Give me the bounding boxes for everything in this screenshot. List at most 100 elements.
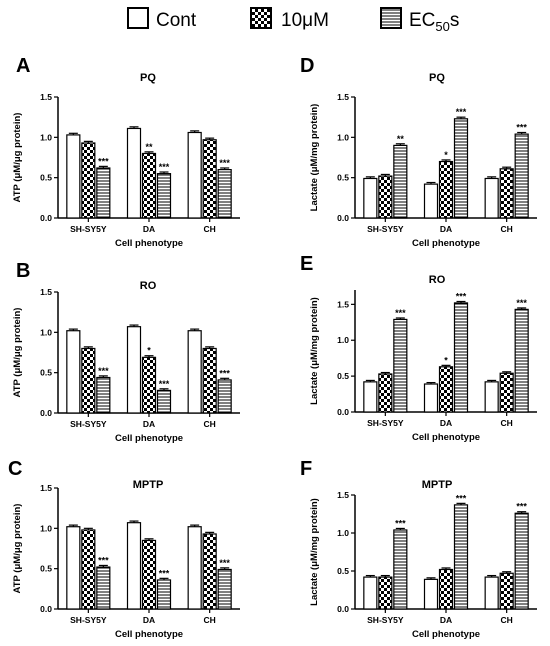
y-tick-label: 1.0 bbox=[337, 132, 349, 142]
y-axis-label: ATP (μM/μg protein) bbox=[12, 113, 23, 203]
y-tick-label: 1.5 bbox=[40, 483, 52, 493]
category-label: DA bbox=[440, 224, 452, 234]
bar-10um bbox=[202, 533, 217, 610]
category-label: CH bbox=[204, 419, 216, 429]
bar-cont bbox=[363, 576, 378, 610]
category-label: CH bbox=[501, 615, 513, 625]
category-label: SH-SY5Y bbox=[367, 224, 404, 234]
bar-ec50s bbox=[393, 144, 408, 219]
legend-item-cont: Cont bbox=[127, 7, 197, 31]
bar-ec50s bbox=[156, 579, 172, 610]
category-label: DA bbox=[440, 418, 452, 428]
bar-cont bbox=[66, 330, 81, 414]
significance-marker: *** bbox=[98, 555, 109, 565]
significance-marker: *** bbox=[219, 368, 230, 378]
bar-10um bbox=[438, 568, 454, 610]
legend-item-ec50s: EC50s bbox=[380, 7, 459, 34]
bar-10um bbox=[141, 356, 157, 414]
bar-cont bbox=[363, 381, 378, 413]
y-tick-label: 0.0 bbox=[337, 407, 349, 417]
y-tick-label: 1.0 bbox=[337, 528, 349, 538]
bar-ec50s bbox=[514, 308, 529, 413]
significance-marker: * bbox=[444, 355, 448, 365]
x-axis-label: Cell phenotype bbox=[115, 433, 183, 444]
bar-ec50s bbox=[217, 379, 232, 414]
x-axis-label: Cell phenotype bbox=[115, 629, 183, 640]
bar-10um bbox=[81, 142, 96, 219]
bar-ec50s bbox=[393, 318, 408, 413]
y-axis-label: ATP (μM/μg protein) bbox=[12, 504, 23, 594]
significance-marker: *** bbox=[456, 107, 467, 117]
panel-title: RO bbox=[140, 280, 157, 292]
category-label: CH bbox=[501, 418, 513, 428]
x-axis-label: Cell phenotype bbox=[412, 432, 480, 443]
category-label: CH bbox=[204, 615, 216, 625]
bar-10um bbox=[378, 373, 393, 413]
y-tick-label: 0.5 bbox=[40, 368, 52, 378]
bar-cont bbox=[484, 381, 499, 413]
bar-cont bbox=[126, 522, 142, 610]
category-label: SH-SY5Y bbox=[70, 615, 107, 625]
significance-marker: *** bbox=[159, 162, 170, 172]
y-tick-label: 0.5 bbox=[337, 173, 349, 183]
significance-marker: ** bbox=[145, 142, 153, 152]
bar-cont bbox=[126, 127, 142, 219]
bar-10um bbox=[378, 175, 393, 219]
legend-item-10um: 10μM bbox=[250, 7, 329, 31]
panel-title: MPTP bbox=[422, 479, 453, 491]
y-tick-label: 1.0 bbox=[40, 523, 52, 533]
bar-cont bbox=[484, 177, 499, 219]
bar-cont bbox=[363, 177, 378, 219]
panel-a: A PQ 0.0 0.5 1.0 1.5 ATP (μM/μg protein) SH-SY5… bbox=[12, 55, 240, 249]
significance-marker: *** bbox=[159, 379, 170, 389]
y-tick-label: 0.5 bbox=[337, 566, 349, 576]
bar-ec50s bbox=[156, 173, 172, 219]
significance-marker: *** bbox=[98, 156, 109, 166]
significance-marker: *** bbox=[395, 308, 406, 318]
significance-marker: *** bbox=[219, 558, 230, 568]
bar-ec50s bbox=[453, 504, 469, 610]
legend-swatch-10um bbox=[250, 7, 272, 29]
y-tick-label: 0.5 bbox=[40, 173, 52, 183]
bar-10um bbox=[438, 366, 454, 413]
bar-ec50s bbox=[514, 512, 529, 610]
bar-10um bbox=[378, 576, 393, 610]
category-label: DA bbox=[440, 615, 452, 625]
x-axis-label: Cell phenotype bbox=[115, 238, 183, 249]
bar-cont bbox=[484, 576, 499, 610]
legend-label-cont: Cont bbox=[156, 10, 197, 31]
y-tick-label: 0.0 bbox=[337, 604, 349, 614]
panel-letter: A bbox=[16, 55, 30, 77]
y-tick-label: 0.0 bbox=[40, 604, 52, 614]
category-label: SH-SY5Y bbox=[367, 615, 404, 625]
panel-f: F MPTP 0.0 0.5 1.0 1.5 Lactate (μM/mg protein)… bbox=[300, 458, 537, 640]
significance-marker: *** bbox=[159, 568, 170, 578]
y-tick-label: 1.5 bbox=[40, 287, 52, 297]
bar-10um bbox=[499, 168, 514, 219]
significance-marker: *** bbox=[456, 291, 467, 301]
bar-ec50s bbox=[156, 389, 172, 414]
bar-ec50s bbox=[96, 376, 111, 414]
y-axis-label: Lactate (μM/mg protein) bbox=[309, 297, 320, 405]
y-axis-label: ATP (μM/μg protein) bbox=[12, 308, 23, 398]
bar-ec50s bbox=[96, 167, 111, 219]
bar-cont bbox=[423, 383, 439, 413]
bar-cont bbox=[187, 131, 202, 219]
y-tick-label: 0.0 bbox=[40, 213, 52, 223]
panel-letter: C bbox=[8, 458, 22, 480]
category-label: SH-SY5Y bbox=[70, 224, 107, 234]
category-label: DA bbox=[143, 615, 155, 625]
bar-cont bbox=[423, 183, 439, 219]
bar-cont bbox=[66, 134, 81, 219]
bar-10um bbox=[202, 347, 217, 414]
legend-swatch-ec50s bbox=[380, 7, 402, 29]
bar-cont bbox=[187, 526, 202, 610]
bar-10um bbox=[202, 139, 217, 219]
significance-marker: ** bbox=[397, 134, 405, 144]
y-tick-label: 1.5 bbox=[337, 299, 349, 309]
significance-marker: *** bbox=[516, 502, 527, 512]
significance-marker: *** bbox=[219, 158, 230, 168]
panel-b: B RO 0.0 0.5 1.0 1.5 ATP (μM/μg protein) SH-SY5… bbox=[12, 260, 240, 444]
panel-title: MPTP bbox=[133, 479, 164, 491]
